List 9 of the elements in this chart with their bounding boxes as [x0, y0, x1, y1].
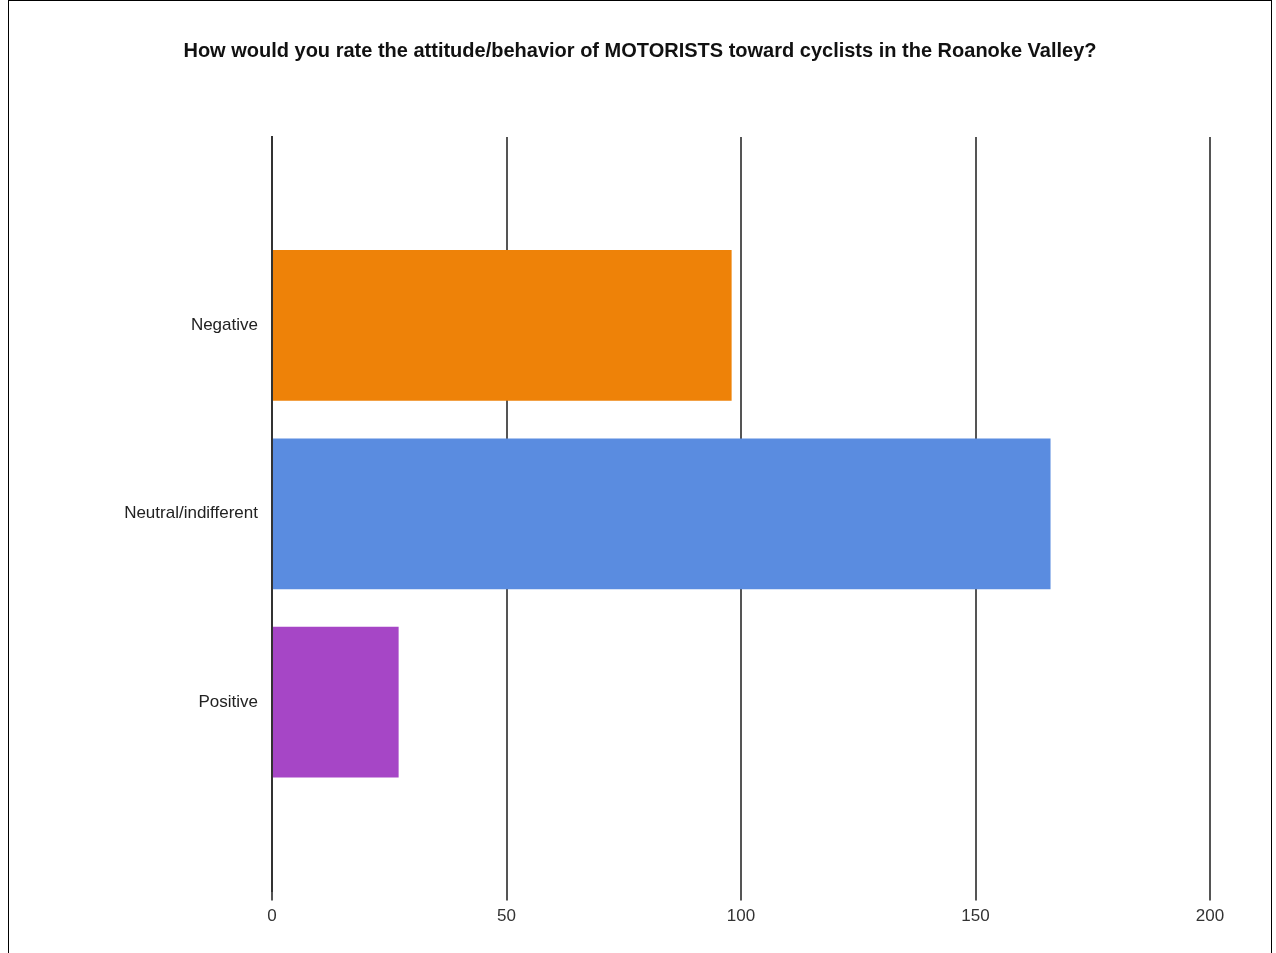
y-tick-label: Neutral/indifferent: [124, 503, 259, 523]
x-tick-label: 150: [961, 906, 990, 926]
chart-title: How would you rate the attitude/behavior of MOTORISTS toward cyclists in the Roanoke Valley?: [182, 38, 1098, 63]
y-tick-label: Negative: [190, 315, 258, 335]
x-tick-label: 100: [726, 906, 756, 926]
x-tick-label: 50: [497, 906, 516, 926]
x-tick-label: 0: [267, 906, 277, 926]
y-tick-label: Positive: [198, 691, 258, 711]
x-tick-label: 200: [1195, 906, 1225, 926]
